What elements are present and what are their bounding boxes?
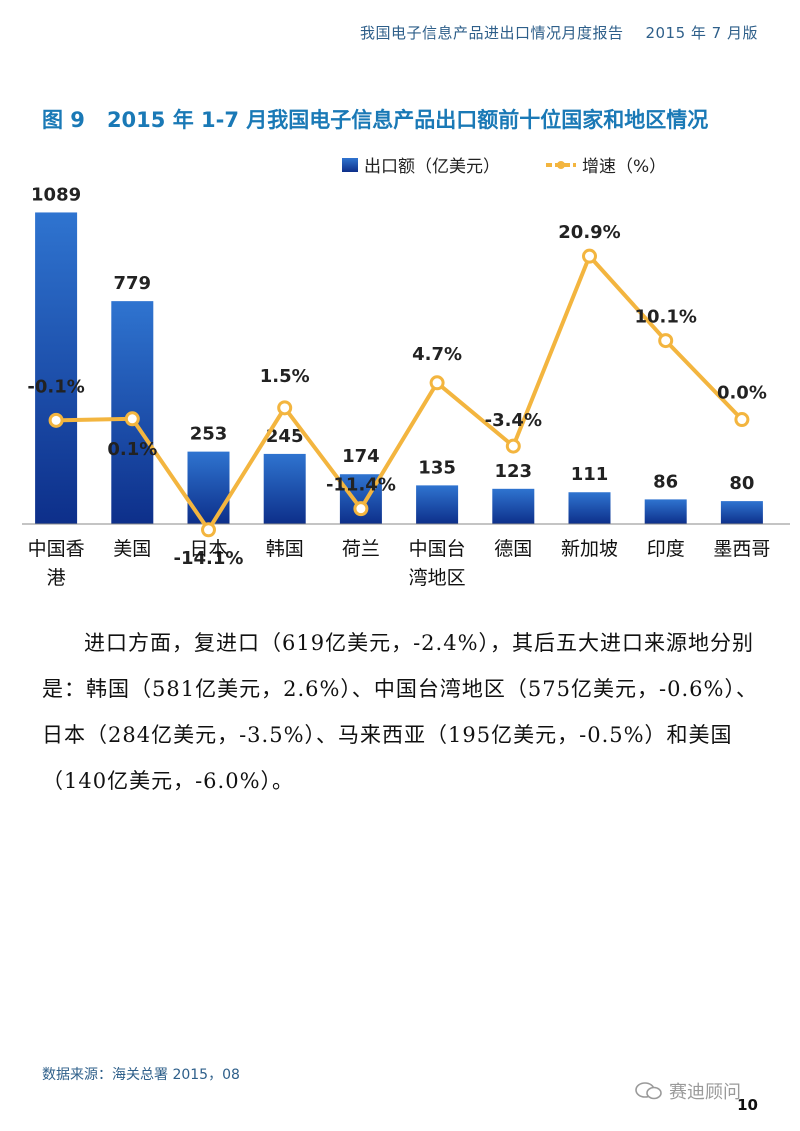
growth-value-label: 1.5% [260,366,310,387]
page-number: 10 [737,1096,758,1114]
bar-6 [416,485,459,524]
report-header: 我国电子信息产品进出口情况月度报告 2015 年 7 月版 [360,22,758,43]
category-label: 日本 [189,538,227,560]
bar-value-label: 1089 [31,185,81,205]
bar-value-label: 174 [342,446,380,467]
growth-point-6 [429,375,445,391]
category-label: 荷兰 [342,538,380,560]
legend-line-label: 增速（%） [582,157,667,177]
bar-10 [720,501,763,524]
growth-value-label: 20.9% [558,222,620,243]
growth-value-label: 0.1% [107,439,157,460]
category-label: 墨西哥 [713,538,770,560]
bar-value-label: 80 [729,473,754,494]
legend-bar-label: 出口额（亿美元） [364,157,500,177]
category-label: 印度 [647,538,685,560]
wechat-icon [635,1082,662,1100]
category-label: 中国香 [28,538,85,560]
growth-value-label: -0.1% [27,376,84,397]
category-label: 中国台 [409,538,466,560]
growth-value-label: 10.1% [634,307,696,328]
figure-title: 图 9 2015 年 1-7 月我国电子信息产品出口额前十位国家和地区情况 [42,104,708,134]
bar-8 [568,492,611,524]
growth-value-label: -11.4% [326,475,396,496]
growth-point-5 [353,501,369,517]
category-label: 韩国 [266,538,304,560]
bar-value-label: 86 [653,471,678,492]
report-title: 我国电子信息产品进出口情况月度报告 [359,24,624,42]
growth-value-label: -3.4% [485,410,542,431]
category-label: 港 [47,567,66,589]
growth-point-1 [48,412,64,428]
growth-point-10 [734,412,750,428]
growth-line [56,254,744,532]
legend-bar-swatch [342,157,358,172]
legend-line-swatch [546,160,576,169]
legend-line-item: 增速（%） [546,152,666,177]
figure-caption: 2015 年 1-7 月我国电子信息产品出口额前十位国家和地区情况 [106,108,709,132]
bar-value-label: 245 [266,426,304,447]
growth-point-4 [277,400,293,416]
figure-number: 图 9 [42,108,85,132]
bar-4 [263,453,306,524]
bar-7 [492,488,535,524]
watermark: 赛迪顾问 [635,1078,741,1104]
watermark-text: 赛迪顾问 [669,1082,741,1103]
category-label: 湾地区 [409,567,466,589]
report-edition: 2015 年 7 月版 [645,24,758,42]
growth-value-label: 4.7% [412,344,462,365]
growth-point-2 [124,411,140,427]
category-label: 德国 [494,538,532,560]
bar-3 [187,451,230,524]
growth-point-8 [582,248,597,264]
bar-1 [35,212,78,525]
growth-point-3 [201,522,216,538]
bar-value-label: 123 [495,461,533,482]
bar-value-label: 779 [114,273,152,294]
bar-value-label: 111 [571,464,609,485]
growth-value-label: -14.1% [174,548,244,569]
growth-point-7 [505,438,521,454]
category-label: 新加坡 [561,538,618,560]
growth-value-label: 0.0% [717,383,767,404]
body-paragraph: 进口方面，复进口（619亿美元，-2.4%），其后五大进口来源地分别是：韩国（5… [42,631,758,793]
category-label: 美国 [113,538,151,560]
bar-value-label: 253 [190,424,228,445]
bar-9 [644,499,687,524]
export-chart: 1089 779 253 245 174 135 123 111 86 80 -0.1% 0.1% -1… [22,185,790,589]
chart-legend: 出口额（亿美元） 增速（%） [0,152,800,180]
data-source: 数据来源：海关总署 2015，08 [42,1067,240,1083]
growth-point-9 [658,333,674,349]
legend-bar-item: 出口额（亿美元） [342,152,500,177]
bar-value-label: 135 [418,457,456,478]
